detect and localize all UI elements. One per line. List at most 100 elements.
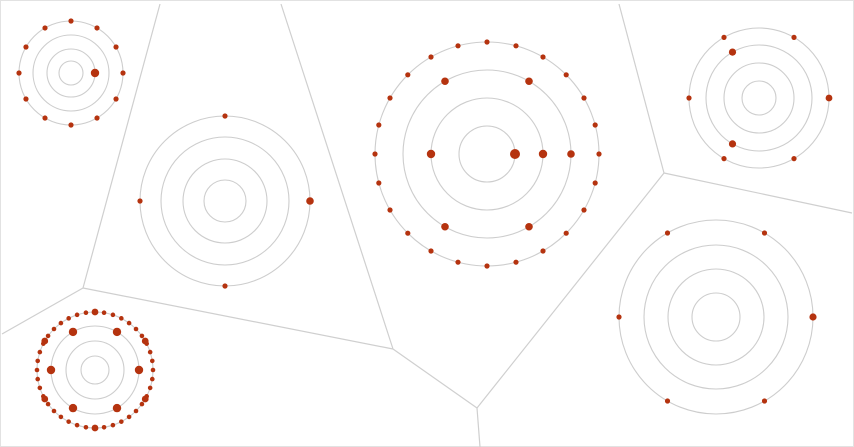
outer-dot xyxy=(137,198,143,204)
orbit-dot xyxy=(510,149,520,159)
outer-dot xyxy=(592,180,598,186)
orbit-dot xyxy=(91,308,99,316)
outer-dot xyxy=(147,349,153,355)
outer-dot xyxy=(149,376,155,382)
outer-dot xyxy=(761,230,768,236)
outer-dot xyxy=(686,95,692,101)
outer-dot xyxy=(35,376,41,382)
outer-dot xyxy=(16,70,22,76)
outer-dot xyxy=(513,43,519,49)
orbit-ring xyxy=(688,27,830,169)
outer-dot xyxy=(721,156,727,162)
cell-edge xyxy=(663,172,853,214)
outer-dot xyxy=(581,207,587,213)
cell-edge xyxy=(280,3,394,350)
outer-dot xyxy=(23,44,29,50)
outer-dot xyxy=(387,95,393,101)
outer-dot xyxy=(540,54,546,60)
outer-dot xyxy=(428,54,434,60)
outer-dot xyxy=(405,72,411,78)
orbit-ring xyxy=(182,158,268,244)
cell-bottom-left-system xyxy=(34,308,156,432)
outer-dot xyxy=(484,263,490,269)
orbit-dot xyxy=(112,327,122,337)
outer-dot xyxy=(405,230,411,236)
orbit-ring xyxy=(741,80,777,116)
outer-dot xyxy=(23,96,29,102)
orbit-dot xyxy=(68,403,78,413)
orbit-dot xyxy=(825,94,833,102)
outer-dot xyxy=(101,310,107,316)
orbit-dot xyxy=(141,395,149,403)
orbit-ring xyxy=(65,340,125,400)
orbit-dot xyxy=(112,403,122,413)
orbit-dot xyxy=(809,313,817,321)
orbit-dot xyxy=(90,68,100,78)
orbit-dot xyxy=(46,365,56,375)
outer-dot xyxy=(113,44,119,50)
outer-dot xyxy=(376,180,382,186)
orbit-ring xyxy=(50,325,140,415)
orbit-dot xyxy=(91,424,99,432)
cell-boundaries xyxy=(1,3,853,447)
outer-dot xyxy=(664,398,671,404)
cell-mid-left-system xyxy=(137,113,314,289)
cell-top-right-system xyxy=(686,27,833,169)
orbit-dot xyxy=(441,222,449,231)
outer-dot xyxy=(387,207,393,213)
orbit-ring xyxy=(160,136,290,266)
outer-dot xyxy=(42,25,48,31)
outer-dot xyxy=(596,151,602,157)
orbit-ring xyxy=(723,62,795,134)
outer-dot xyxy=(563,72,569,78)
cell-edge xyxy=(476,407,481,447)
outer-dot xyxy=(66,419,71,424)
cell-center-system xyxy=(372,39,602,269)
orbit-ring xyxy=(705,44,813,152)
outer-dot xyxy=(581,95,587,101)
outer-dot xyxy=(37,385,43,391)
orbit-dot xyxy=(728,140,737,148)
outer-dot xyxy=(150,367,156,373)
orbit-ring xyxy=(80,355,110,385)
orbit-ring xyxy=(458,125,516,183)
orbit-ring xyxy=(618,219,814,415)
outer-dot xyxy=(35,358,41,364)
orbit-ring xyxy=(643,244,789,390)
outer-dot xyxy=(110,312,116,318)
orbit-ring xyxy=(667,268,765,366)
outer-dot xyxy=(484,39,490,45)
outer-dot xyxy=(51,326,57,332)
outer-dot xyxy=(592,122,598,128)
orbit-ring xyxy=(203,179,247,223)
outer-dot xyxy=(37,349,43,355)
cell-edge xyxy=(476,172,665,409)
outer-dot xyxy=(101,424,107,430)
outer-dot xyxy=(94,115,100,121)
outer-dot xyxy=(563,230,569,236)
outer-dot xyxy=(74,312,80,318)
orbit-ring xyxy=(58,60,84,86)
outer-dot xyxy=(83,424,89,430)
orbit-dot xyxy=(426,149,436,159)
outer-dot xyxy=(51,408,57,414)
cell-edge xyxy=(1,287,84,335)
outer-dot xyxy=(139,401,145,407)
outer-dot xyxy=(455,43,461,49)
outer-dot xyxy=(540,248,546,254)
outer-dot xyxy=(513,259,519,265)
outer-dot xyxy=(126,320,132,326)
outer-dot xyxy=(74,422,80,428)
orbit-dot xyxy=(41,337,49,345)
outer-dot xyxy=(94,25,100,31)
outer-dot xyxy=(68,18,74,24)
outer-dot xyxy=(428,248,434,254)
outer-dot xyxy=(133,326,139,332)
cell-edge xyxy=(392,348,478,409)
orbit-dot xyxy=(525,77,533,86)
orbit-ring xyxy=(46,48,96,98)
outer-dot xyxy=(45,333,51,339)
outer-dot xyxy=(139,333,145,339)
outer-dot xyxy=(120,70,126,76)
